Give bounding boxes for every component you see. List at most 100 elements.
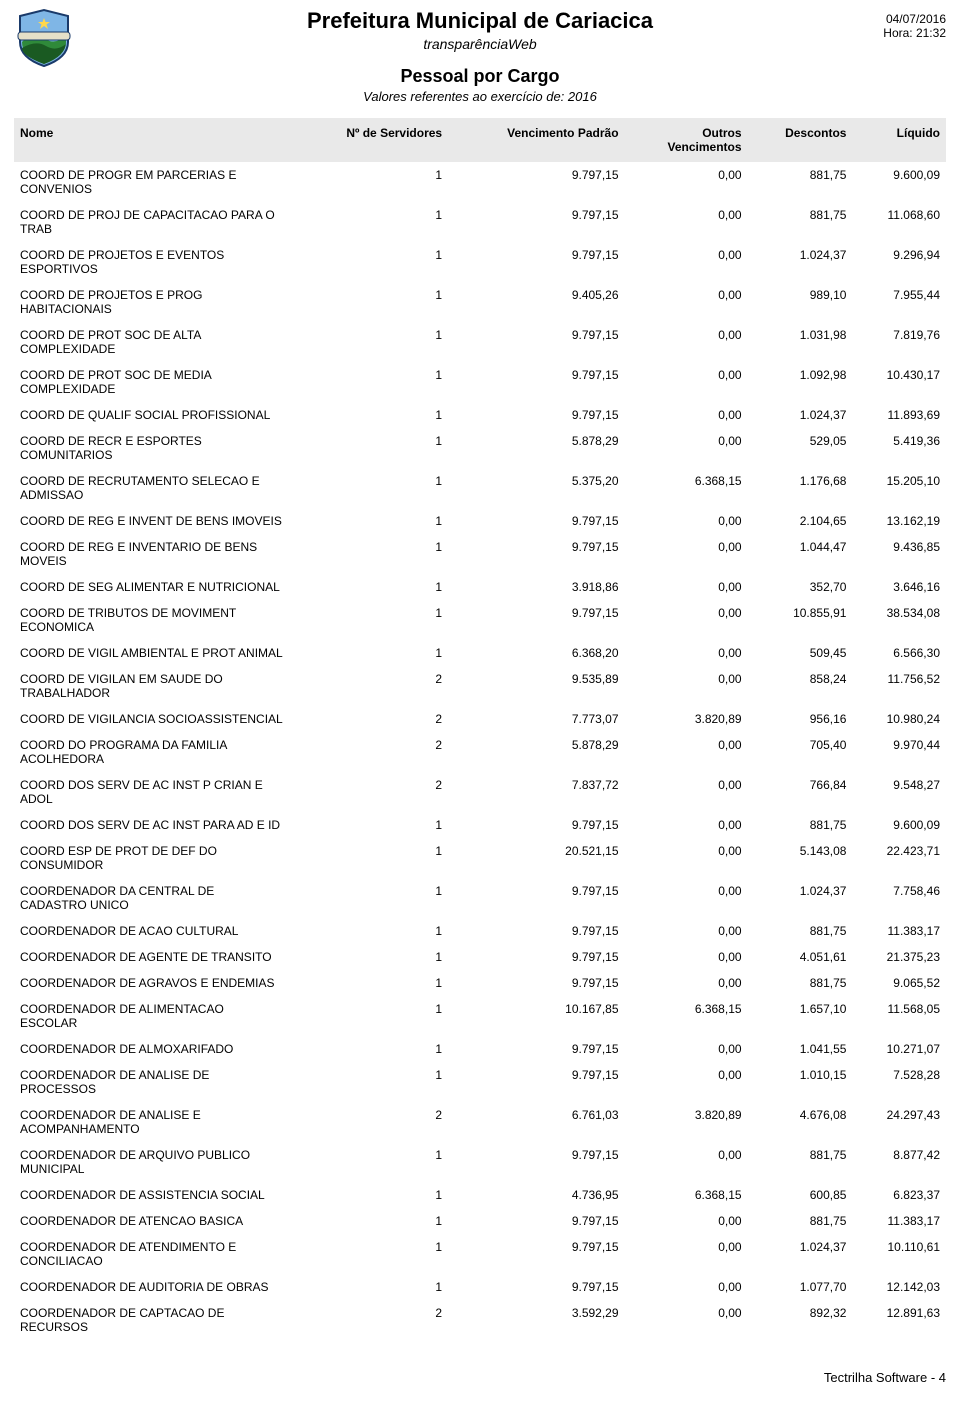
cell-liq: 7.819,76 xyxy=(852,322,946,362)
cell-desc: 529,05 xyxy=(748,428,853,468)
cell-serv: 1 xyxy=(294,534,448,574)
cell-desc: 1.024,37 xyxy=(748,1234,853,1274)
table-row: COORDENADOR DE AUDITORIA DE OBRAS19.797,… xyxy=(14,1274,946,1300)
col-servidores: Nº de Servidores xyxy=(294,118,448,162)
cell-nome: COORD DE RECR E ESPORTES COMUNITARIOS xyxy=(14,428,294,468)
cell-nome: COORDENADOR DE ARQUIVO PUBLICO MUNICIPAL xyxy=(14,1142,294,1182)
cell-serv: 1 xyxy=(294,162,448,202)
cell-venc: 9.797,15 xyxy=(448,918,624,944)
cell-liq: 8.877,42 xyxy=(852,1142,946,1182)
cell-outros: 0,00 xyxy=(625,918,748,944)
cell-desc: 1.044,47 xyxy=(748,534,853,574)
cell-nome: COORDENADOR DE AUDITORIA DE OBRAS xyxy=(14,1274,294,1300)
table-row: COORD DE PROGR EM PARCERIAS E CONVENIOS1… xyxy=(14,162,946,202)
cell-venc: 5.878,29 xyxy=(448,732,624,772)
cell-serv: 1 xyxy=(294,1208,448,1234)
cell-serv: 2 xyxy=(294,1102,448,1142)
cell-liq: 13.162,19 xyxy=(852,508,946,534)
date-block: 04/07/2016 Hora: 21:32 xyxy=(883,12,946,40)
cell-outros: 0,00 xyxy=(625,242,748,282)
cell-liq: 11.568,05 xyxy=(852,996,946,1036)
cell-serv: 2 xyxy=(294,1300,448,1340)
table-row: COORDENADOR DE ANALISE E ACOMPANHAMENTO2… xyxy=(14,1102,946,1142)
municipality-logo-icon xyxy=(14,8,74,68)
cell-outros: 0,00 xyxy=(625,666,748,706)
cell-outros: 3.820,89 xyxy=(625,1102,748,1142)
cell-liq: 9.600,09 xyxy=(852,812,946,838)
cell-nome: COORD DOS SERV DE AC INST P CRIAN E ADOL xyxy=(14,772,294,812)
cell-serv: 2 xyxy=(294,772,448,812)
table-row: COORD DE PROT SOC DE MEDIA COMPLEXIDADE1… xyxy=(14,362,946,402)
cell-desc: 509,45 xyxy=(748,640,853,666)
cell-nome: COORDENADOR DE ASSISTENCIA SOCIAL xyxy=(14,1182,294,1208)
cell-nome: COORD DE TRIBUTOS DE MOVIMENT ECONOMICA xyxy=(14,600,294,640)
cell-desc: 1.024,37 xyxy=(748,402,853,428)
table-row: COORD DE REG E INVENTARIO DE BENS MOVEIS… xyxy=(14,534,946,574)
cell-desc: 881,75 xyxy=(748,812,853,838)
table-row: COORD DE RECRUTAMENTO SELECAO E ADMISSAO… xyxy=(14,468,946,508)
cell-venc: 6.368,20 xyxy=(448,640,624,666)
table-row: COORD DE VIGILANCIA SOCIOASSISTENCIAL27.… xyxy=(14,706,946,732)
table-row: COORD DE SEG ALIMENTAR E NUTRICIONAL13.9… xyxy=(14,574,946,600)
cell-serv: 1 xyxy=(294,362,448,402)
cell-serv: 1 xyxy=(294,1182,448,1208)
cell-liq: 11.893,69 xyxy=(852,402,946,428)
cell-serv: 2 xyxy=(294,732,448,772)
cell-venc: 9.797,15 xyxy=(448,944,624,970)
cell-venc: 9.797,15 xyxy=(448,1234,624,1274)
cell-outros: 0,00 xyxy=(625,640,748,666)
cell-nome: COORD DE PROT SOC DE MEDIA COMPLEXIDADE xyxy=(14,362,294,402)
table-row: COORD ESP DE PROT DE DEF DO CONSUMIDOR12… xyxy=(14,838,946,878)
cell-serv: 1 xyxy=(294,574,448,600)
section-subtitle: Valores referentes ao exercício de: 2016 xyxy=(14,89,946,104)
cell-venc: 9.797,15 xyxy=(448,1036,624,1062)
col-descontos: Descontos xyxy=(748,118,853,162)
cell-outros: 0,00 xyxy=(625,1036,748,1062)
cell-liq: 7.955,44 xyxy=(852,282,946,322)
cell-venc: 9.797,15 xyxy=(448,812,624,838)
cell-desc: 352,70 xyxy=(748,574,853,600)
cell-outros: 0,00 xyxy=(625,944,748,970)
cell-liq: 9.600,09 xyxy=(852,162,946,202)
table-row: COORD DE PROT SOC DE ALTA COMPLEXIDADE19… xyxy=(14,322,946,362)
cell-outros: 3.820,89 xyxy=(625,706,748,732)
table-row: COORDENADOR DE AGENTE DE TRANSITO19.797,… xyxy=(14,944,946,970)
cell-serv: 1 xyxy=(294,242,448,282)
cell-nome: COORDENADOR DE ATENCAO BASICA xyxy=(14,1208,294,1234)
col-nome: Nome xyxy=(14,118,294,162)
table-row: COORDENADOR DE ARQUIVO PUBLICO MUNICIPAL… xyxy=(14,1142,946,1182)
table-row: COORD DE REG E INVENT DE BENS IMOVEIS19.… xyxy=(14,508,946,534)
cell-outros: 0,00 xyxy=(625,574,748,600)
cell-venc: 9.797,15 xyxy=(448,402,624,428)
cell-desc: 5.143,08 xyxy=(748,838,853,878)
cell-desc: 881,75 xyxy=(748,918,853,944)
cell-liq: 10.271,07 xyxy=(852,1036,946,1062)
cell-desc: 1.657,10 xyxy=(748,996,853,1036)
cell-outros: 6.368,15 xyxy=(625,996,748,1036)
cell-liq: 38.534,08 xyxy=(852,600,946,640)
cell-desc: 1.010,15 xyxy=(748,1062,853,1102)
table-row: COORDENADOR DE ACAO CULTURAL19.797,150,0… xyxy=(14,918,946,944)
cell-venc: 9.797,15 xyxy=(448,1142,624,1182)
cell-serv: 1 xyxy=(294,402,448,428)
cell-liq: 6.823,37 xyxy=(852,1182,946,1208)
cell-nome: COORD DE PROJETOS E EVENTOS ESPORTIVOS xyxy=(14,242,294,282)
cell-desc: 600,85 xyxy=(748,1182,853,1208)
cell-liq: 12.142,03 xyxy=(852,1274,946,1300)
cell-desc: 881,75 xyxy=(748,970,853,996)
table-row: COORD DE RECR E ESPORTES COMUNITARIOS15.… xyxy=(14,428,946,468)
cell-desc: 881,75 xyxy=(748,162,853,202)
cell-venc: 9.535,89 xyxy=(448,666,624,706)
cell-venc: 9.797,15 xyxy=(448,508,624,534)
cell-venc: 9.797,15 xyxy=(448,1208,624,1234)
cell-nome: COORD DE RECRUTAMENTO SELECAO E ADMISSAO xyxy=(14,468,294,508)
cell-venc: 9.797,15 xyxy=(448,242,624,282)
cell-serv: 2 xyxy=(294,666,448,706)
cell-liq: 9.296,94 xyxy=(852,242,946,282)
cell-outros: 0,00 xyxy=(625,1234,748,1274)
cell-nome: COORD ESP DE PROT DE DEF DO CONSUMIDOR xyxy=(14,838,294,878)
cell-nome: COORD DOS SERV DE AC INST PARA AD E ID xyxy=(14,812,294,838)
cell-desc: 1.024,37 xyxy=(748,242,853,282)
table-header: Nome Nº de Servidores Vencimento Padrão … xyxy=(14,118,946,162)
cell-desc: 2.104,65 xyxy=(748,508,853,534)
